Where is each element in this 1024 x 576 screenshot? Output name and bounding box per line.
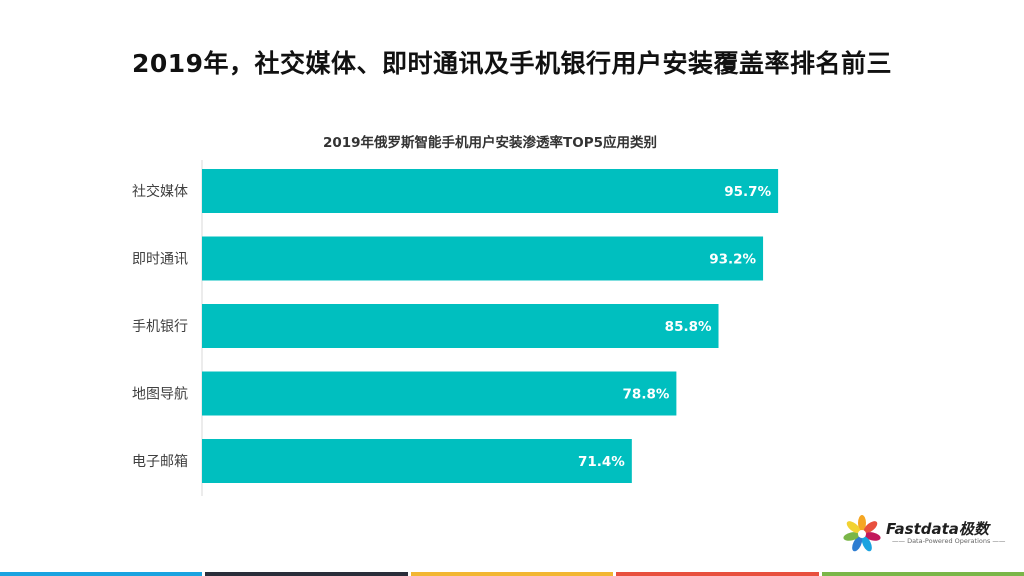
strip-segment-2 xyxy=(205,572,408,576)
value-label-4: 78.8% xyxy=(623,387,670,403)
strip-segment-4 xyxy=(616,572,819,576)
flower-logo-icon xyxy=(843,515,881,552)
category-label-1: 社交媒体 xyxy=(132,183,188,200)
category-label-5: 电子邮箱 xyxy=(132,454,188,470)
category-label-2: 即时通讯 xyxy=(132,252,188,268)
bar-4 xyxy=(202,371,677,416)
value-label-1: 95.7% xyxy=(724,184,771,200)
strip-segment-1 xyxy=(0,572,203,576)
bar-3 xyxy=(202,304,719,348)
category-label-4: 地图导航 xyxy=(132,387,188,403)
category-label-3: 手机银行 xyxy=(132,319,188,335)
bar-5 xyxy=(202,439,632,483)
value-label-5: 71.4% xyxy=(578,454,625,470)
logo-brand-text: Fastdata极数 xyxy=(886,520,989,538)
value-label-2: 93.2% xyxy=(709,252,756,268)
chart-title: 2019年俄罗斯智能手机用户安装渗透率TOP5应用类别 xyxy=(322,135,658,151)
footer-color-strip xyxy=(0,572,1024,576)
fastdata-logo: Fastdata极数 —— Data-Powered Operations —— xyxy=(842,514,1006,556)
strip-segment-5 xyxy=(821,572,1024,576)
value-label-3: 85.8% xyxy=(665,319,712,335)
logo-tagline: —— Data-Powered Operations —— xyxy=(892,537,1006,545)
page-title: 2019年，社交媒体、即时通讯及手机银行用户安装覆盖率排名前三 xyxy=(131,49,893,78)
bar-1 xyxy=(202,169,779,213)
bar-2 xyxy=(202,236,764,281)
strip-segment-3 xyxy=(410,572,614,576)
